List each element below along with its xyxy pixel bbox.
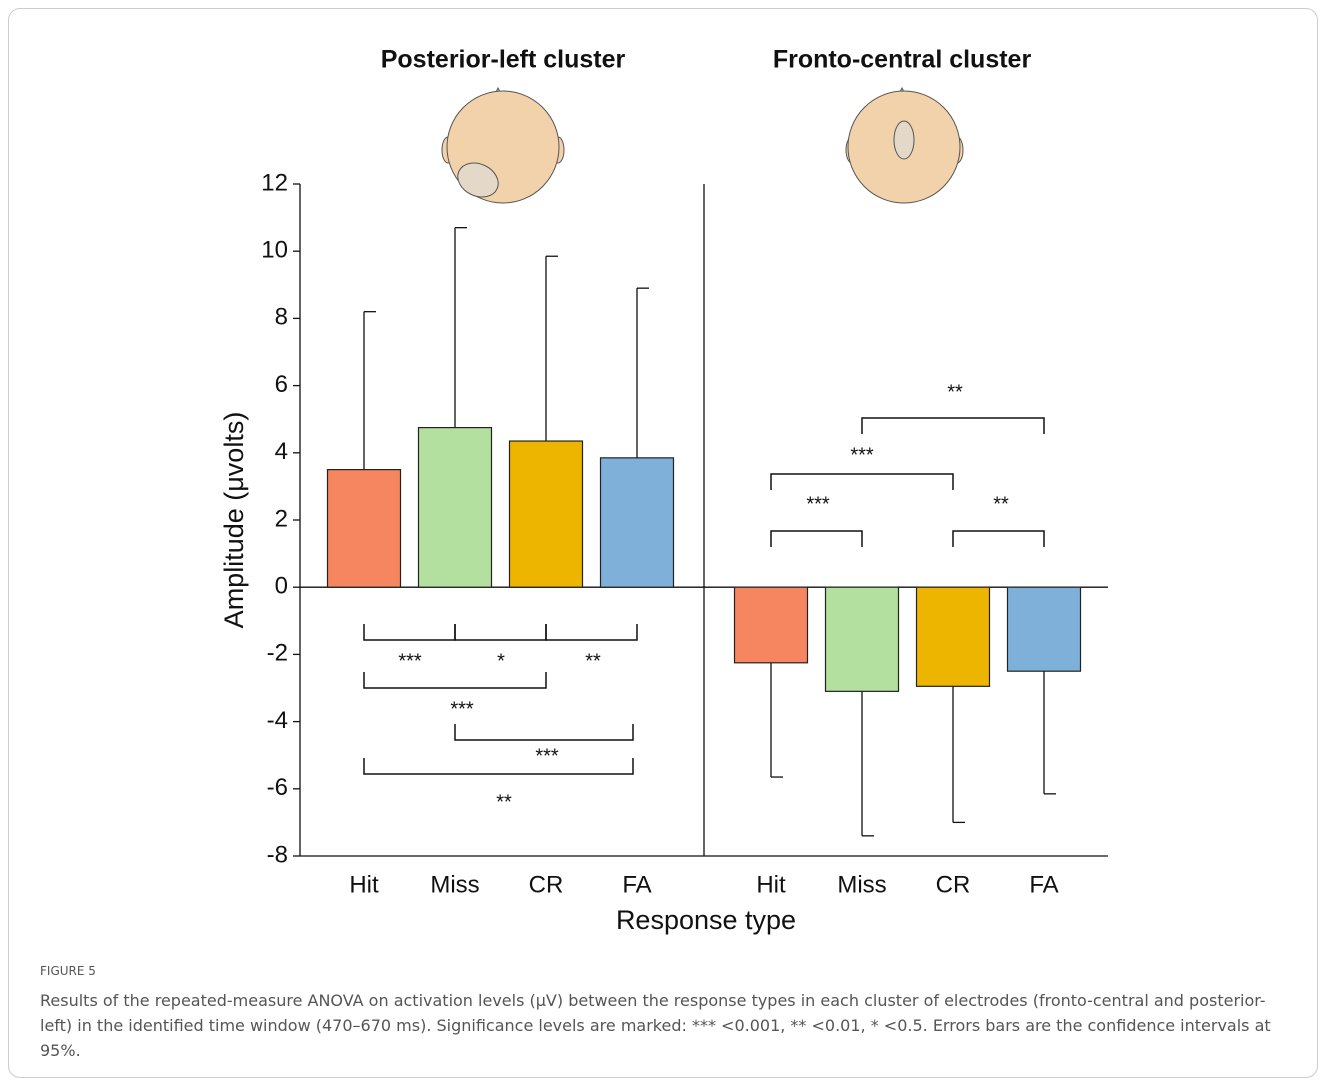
significance-label: **	[585, 650, 601, 672]
significance-label: ***	[450, 698, 474, 720]
head-icon	[442, 88, 963, 203]
x-tick-label: CR	[529, 871, 564, 898]
bar	[735, 587, 808, 663]
panel-title: Fronto-central cluster	[773, 46, 1032, 74]
y-tick-label: 4	[275, 438, 288, 465]
bar	[917, 587, 990, 686]
x-tick-label: FA	[622, 871, 651, 898]
significance-label: **	[947, 381, 963, 403]
y-tick-label: -2	[267, 640, 288, 667]
x-tick-label: Hit	[756, 871, 786, 898]
x-tick-label: FA	[1029, 871, 1058, 898]
y-tick-label: 12	[261, 169, 288, 196]
significance-label: **	[496, 791, 512, 813]
y-tick-label: -6	[267, 774, 288, 801]
bar	[1008, 587, 1081, 671]
y-tick-label: 10	[261, 237, 288, 264]
chart: Posterior-left cluster Fronto-central cl…	[0, 0, 1328, 960]
significance-bracket	[455, 624, 546, 640]
y-tick-label: 0	[275, 573, 288, 600]
bar	[510, 441, 583, 587]
x-tick-label: Hit	[349, 871, 379, 898]
x-axis-label: Response type	[616, 905, 796, 935]
bar	[419, 428, 492, 588]
significance-bracket	[364, 758, 633, 774]
y-tick-label: 2	[275, 505, 288, 532]
x-tick-label: CR	[936, 871, 971, 898]
bar	[601, 458, 674, 587]
significance-bracket	[771, 474, 953, 490]
significance-bracket	[364, 624, 455, 640]
y-tick-label: 6	[275, 371, 288, 398]
significance-bracket	[364, 672, 546, 688]
significance-label: **	[993, 493, 1009, 515]
significance-bracket	[953, 531, 1044, 547]
y-tick-label: 8	[275, 304, 288, 331]
x-tick-label: Miss	[837, 871, 886, 898]
panel-title: Posterior-left cluster	[381, 46, 626, 74]
significance-bracket	[771, 531, 862, 547]
significance-bracket	[455, 724, 633, 740]
figure-caption: Results of the repeated-measure ANOVA on…	[40, 988, 1290, 1063]
significance-bracket	[862, 418, 1044, 434]
bar	[328, 470, 401, 588]
significance-label: ***	[535, 745, 559, 767]
y-tick-label: -8	[267, 841, 288, 868]
figure-label: FIGURE 5	[40, 964, 96, 978]
significance-label: ***	[850, 444, 874, 466]
page: Posterior-left cluster Fronto-central cl…	[0, 0, 1328, 1084]
x-tick-label: Miss	[430, 871, 479, 898]
bar	[826, 587, 899, 691]
y-tick-label: -4	[267, 707, 288, 734]
significance-label: *	[497, 650, 505, 672]
significance-bracket	[546, 624, 637, 640]
y-axis-label: Amplitude (μvolts)	[219, 412, 249, 629]
significance-label: ***	[398, 650, 422, 672]
significance-label: ***	[806, 493, 830, 515]
